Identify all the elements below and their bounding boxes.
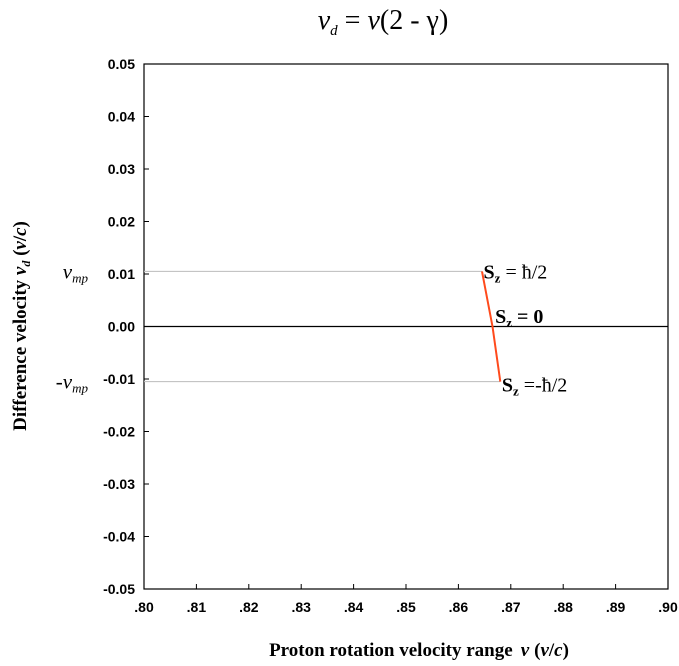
y-tick-label: -0.04 (103, 529, 135, 545)
y-tick-label: 0.05 (108, 56, 135, 72)
x-tick-label: .89 (606, 599, 626, 615)
x-tick-label: .90 (658, 599, 678, 615)
annotation-label: Sz = ħ/2 (484, 261, 548, 285)
x-tick-label: .82 (239, 599, 259, 615)
x-tick-label: .85 (396, 599, 416, 615)
y-tick-label: -0.02 (103, 424, 135, 440)
x-axis-label: Proton rotation velocity range v (v/c) (269, 640, 569, 661)
x-axis-ticks: .80 .81 .82 .83 .84 .85 .86 .87 .88 .89 .90 (134, 584, 678, 615)
x-tick-label: .84 (344, 599, 364, 615)
xlabel-unit-slash: / (548, 640, 555, 661)
title-lhs: v (318, 5, 331, 36)
title-rhs-var: v (367, 5, 380, 36)
y-tick-label: -0.05 (103, 581, 135, 597)
ylabel-var: v (10, 266, 31, 275)
xlabel-main: Proton rotation velocity range (269, 640, 513, 661)
y-tick-label: 0.00 (108, 319, 135, 335)
x-tick-label: .81 (187, 599, 207, 615)
series-line (481, 271, 502, 382)
reference-lines (144, 270, 668, 383)
title-eq: = (338, 5, 368, 36)
x-tick-label: .86 (449, 599, 469, 615)
y-axis-label: Difference velocity vd (v/c) (10, 221, 33, 431)
y-axis-ticks: 0.05 0.04 0.03 0.02 0.01 0.00 -0.01 -0.02 -0.03 -… (103, 56, 149, 597)
annotation-label: Sz = 0 (495, 306, 543, 330)
x-tick-label: .83 (291, 599, 311, 615)
title-rhs-close: ) (439, 5, 448, 36)
y-tick-label: 0.02 (108, 214, 135, 230)
ylabel-unit-num: v (10, 241, 31, 250)
y-tick-label: -0.03 (103, 476, 135, 492)
ylabel-sub: d (19, 260, 33, 267)
chart-title: vd = v(2 - γ) (318, 5, 449, 39)
side-labels: vmp -vmp (56, 259, 89, 395)
x-tick-label: .87 (501, 599, 521, 615)
ylabel-unit-slash: / (10, 235, 31, 242)
xlabel-var: v (521, 640, 530, 661)
series-group (481, 271, 502, 382)
xlabel-unit-open: ( (534, 640, 540, 661)
title-rhs-open: ( (380, 5, 389, 36)
title-lhs-sub: d (330, 23, 338, 39)
ylabel-main: Difference velocity (10, 275, 31, 431)
x-tick-label: .88 (553, 599, 573, 615)
y-tick-label: 0.03 (108, 161, 135, 177)
y-tick-label: 0.04 (108, 109, 135, 125)
y-tick-label: 0.01 (108, 266, 135, 282)
y-tick-label: -0.01 (103, 371, 135, 387)
ylabel-unit-close: ) (10, 221, 31, 227)
side-label: vmp (63, 259, 89, 285)
xlabel-unit-close: ) (563, 640, 569, 661)
annotation-label: Sz =-ħ/2 (502, 374, 567, 398)
xlabel-unit-den: c (554, 640, 563, 661)
title-rhs-expr: 2 - γ (389, 5, 439, 36)
x-tick-label: .80 (134, 599, 154, 615)
annotations: Sz = ħ/2 Sz = 0 Sz =-ħ/2 (484, 261, 568, 398)
xlabel-unit-num: v (540, 640, 549, 661)
ylabel-unit-open: ( (10, 250, 31, 261)
ylabel-unit-den: c (10, 227, 31, 236)
side-label: -vmp (56, 370, 89, 396)
